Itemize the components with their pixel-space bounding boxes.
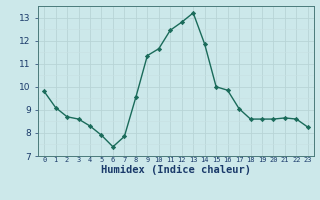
- X-axis label: Humidex (Indice chaleur): Humidex (Indice chaleur): [101, 165, 251, 175]
